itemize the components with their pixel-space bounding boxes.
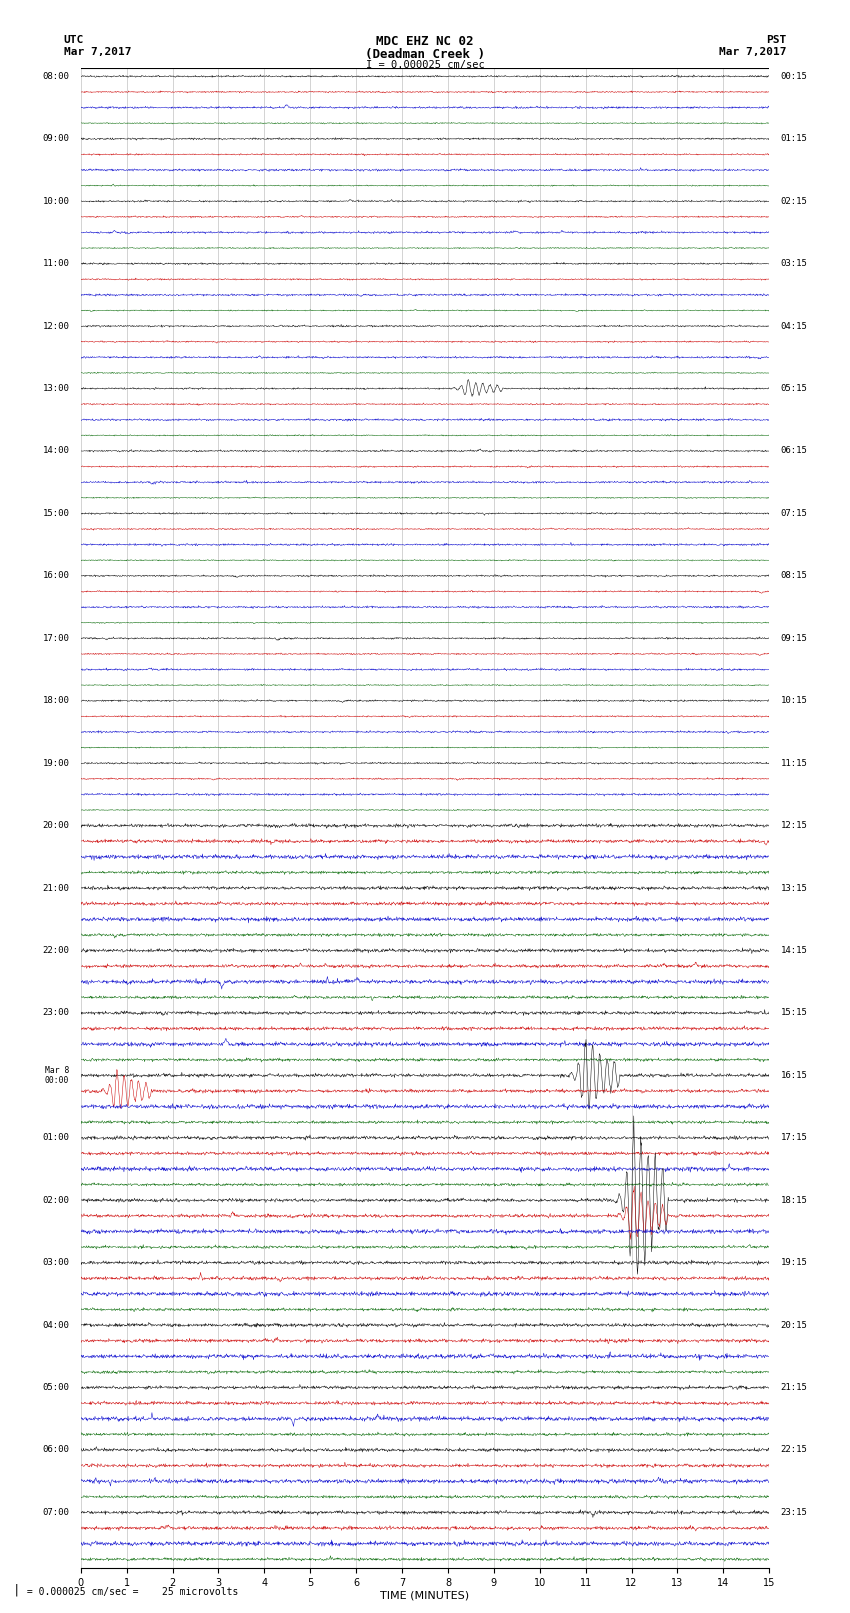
Text: 23:00: 23:00 [42, 1008, 70, 1018]
Text: 21:15: 21:15 [780, 1382, 808, 1392]
Text: 16:15: 16:15 [780, 1071, 808, 1079]
Text: 20:00: 20:00 [42, 821, 70, 831]
Text: 07:00: 07:00 [42, 1508, 70, 1516]
Text: 13:00: 13:00 [42, 384, 70, 394]
Text: 05:00: 05:00 [42, 1382, 70, 1392]
Text: 20:15: 20:15 [780, 1321, 808, 1329]
Text: 17:15: 17:15 [780, 1134, 808, 1142]
Text: |: | [13, 1584, 20, 1597]
Text: Mar 7,2017: Mar 7,2017 [719, 47, 786, 56]
Text: 08:00: 08:00 [42, 73, 70, 81]
Text: 22:15: 22:15 [780, 1445, 808, 1455]
X-axis label: TIME (MINUTES): TIME (MINUTES) [381, 1590, 469, 1600]
Text: 04:00: 04:00 [42, 1321, 70, 1329]
Text: 10:15: 10:15 [780, 697, 808, 705]
Text: 23:15: 23:15 [780, 1508, 808, 1516]
Text: Mar 7,2017: Mar 7,2017 [64, 47, 131, 56]
Text: 08:15: 08:15 [780, 571, 808, 581]
Text: 12:15: 12:15 [780, 821, 808, 831]
Text: I = 0.000025 cm/sec: I = 0.000025 cm/sec [366, 60, 484, 69]
Text: Mar 8
00:00: Mar 8 00:00 [45, 1066, 70, 1086]
Text: 01:00: 01:00 [42, 1134, 70, 1142]
Text: 15:15: 15:15 [780, 1008, 808, 1018]
Text: 09:15: 09:15 [780, 634, 808, 642]
Text: 03:00: 03:00 [42, 1258, 70, 1268]
Text: = 0.000025 cm/sec =    25 microvolts: = 0.000025 cm/sec = 25 microvolts [21, 1587, 239, 1597]
Text: 22:00: 22:00 [42, 945, 70, 955]
Text: 05:15: 05:15 [780, 384, 808, 394]
Text: MDC EHZ NC 02: MDC EHZ NC 02 [377, 35, 473, 48]
Text: 10:00: 10:00 [42, 197, 70, 206]
Text: 19:00: 19:00 [42, 758, 70, 768]
Text: 09:00: 09:00 [42, 134, 70, 144]
Text: 19:15: 19:15 [780, 1258, 808, 1268]
Text: 16:00: 16:00 [42, 571, 70, 581]
Text: 06:15: 06:15 [780, 447, 808, 455]
Text: 14:00: 14:00 [42, 447, 70, 455]
Text: 15:00: 15:00 [42, 510, 70, 518]
Text: PST: PST [766, 35, 786, 45]
Text: (Deadman Creek ): (Deadman Creek ) [365, 48, 485, 61]
Text: 17:00: 17:00 [42, 634, 70, 642]
Text: UTC: UTC [64, 35, 84, 45]
Text: 03:15: 03:15 [780, 260, 808, 268]
Text: 11:15: 11:15 [780, 758, 808, 768]
Text: 04:15: 04:15 [780, 321, 808, 331]
Text: 12:00: 12:00 [42, 321, 70, 331]
Text: 00:15: 00:15 [780, 73, 808, 81]
Text: 06:00: 06:00 [42, 1445, 70, 1455]
Text: 14:15: 14:15 [780, 945, 808, 955]
Text: 02:00: 02:00 [42, 1195, 70, 1205]
Text: 07:15: 07:15 [780, 510, 808, 518]
Text: 01:15: 01:15 [780, 134, 808, 144]
Text: 21:00: 21:00 [42, 884, 70, 892]
Text: 02:15: 02:15 [780, 197, 808, 206]
Text: 11:00: 11:00 [42, 260, 70, 268]
Text: 13:15: 13:15 [780, 884, 808, 892]
Text: 18:15: 18:15 [780, 1195, 808, 1205]
Text: 18:00: 18:00 [42, 697, 70, 705]
